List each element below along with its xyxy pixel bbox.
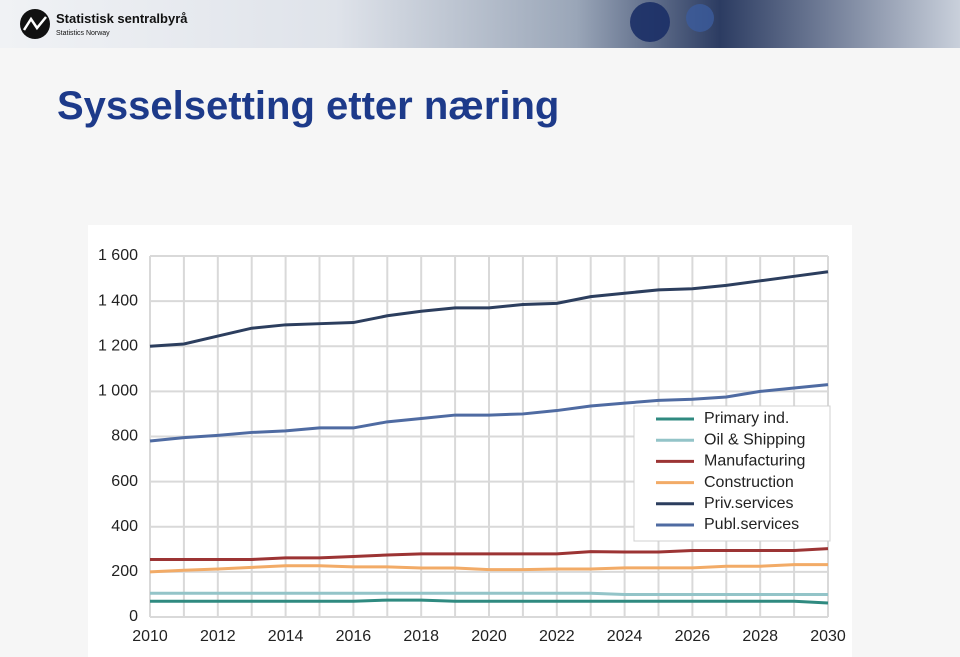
y-tick-label: 200 — [111, 563, 138, 580]
series-line — [149, 383, 829, 443]
chart: 0 200 400 600 800 1 000 1 200 1 400 1 600 2010 201… — [88, 225, 852, 657]
y-tick-label: 1 000 — [98, 383, 138, 400]
legend-label: Priv.services — [704, 495, 794, 512]
x-tick-label: 2010 — [132, 628, 168, 645]
y-tick-label: 1 400 — [98, 292, 138, 309]
x-tick-label: 2026 — [675, 628, 711, 645]
x-tick-label: 2020 — [471, 628, 507, 645]
y-tick-label: 1 600 — [98, 247, 138, 264]
org-subtitle: Statistics Norway — [56, 30, 110, 37]
series-line — [149, 563, 828, 574]
y-tick-label: 400 — [111, 518, 138, 535]
series-line — [149, 270, 829, 348]
slide-title: Sysselsetting etter næring — [57, 84, 560, 128]
y-tick-label: 0 — [129, 608, 138, 625]
series-line — [150, 591, 828, 596]
x-tick-label: 2022 — [539, 628, 575, 645]
legend-label: Construction — [704, 474, 794, 491]
org-name: Statistisk sentralbyrå — [56, 11, 188, 26]
y-tick-label: 800 — [111, 428, 138, 445]
y-tick-label: 1 200 — [98, 337, 138, 354]
x-tick-label: 2012 — [200, 628, 236, 645]
y-tick-label: 600 — [111, 473, 138, 490]
legend-label: Publ.services — [704, 516, 799, 533]
x-tick-label: 2014 — [268, 628, 304, 645]
x-tick-label: 2016 — [336, 628, 372, 645]
series-line — [150, 598, 829, 605]
legend-label: Manufacturing — [704, 453, 805, 470]
legend-label: Primary ind. — [704, 410, 789, 427]
header-banner: Statistisk sentralbyrå Statistics Norway — [0, 0, 960, 48]
x-tick-label: 2028 — [742, 628, 778, 645]
x-tick-label: 2030 — [810, 628, 846, 645]
x-tick-label: 2024 — [607, 628, 643, 645]
x-tick-label: 2018 — [403, 628, 439, 645]
series-line — [150, 547, 829, 561]
legend-box — [633, 405, 831, 542]
legend-label: Oil & Shipping — [704, 431, 805, 448]
